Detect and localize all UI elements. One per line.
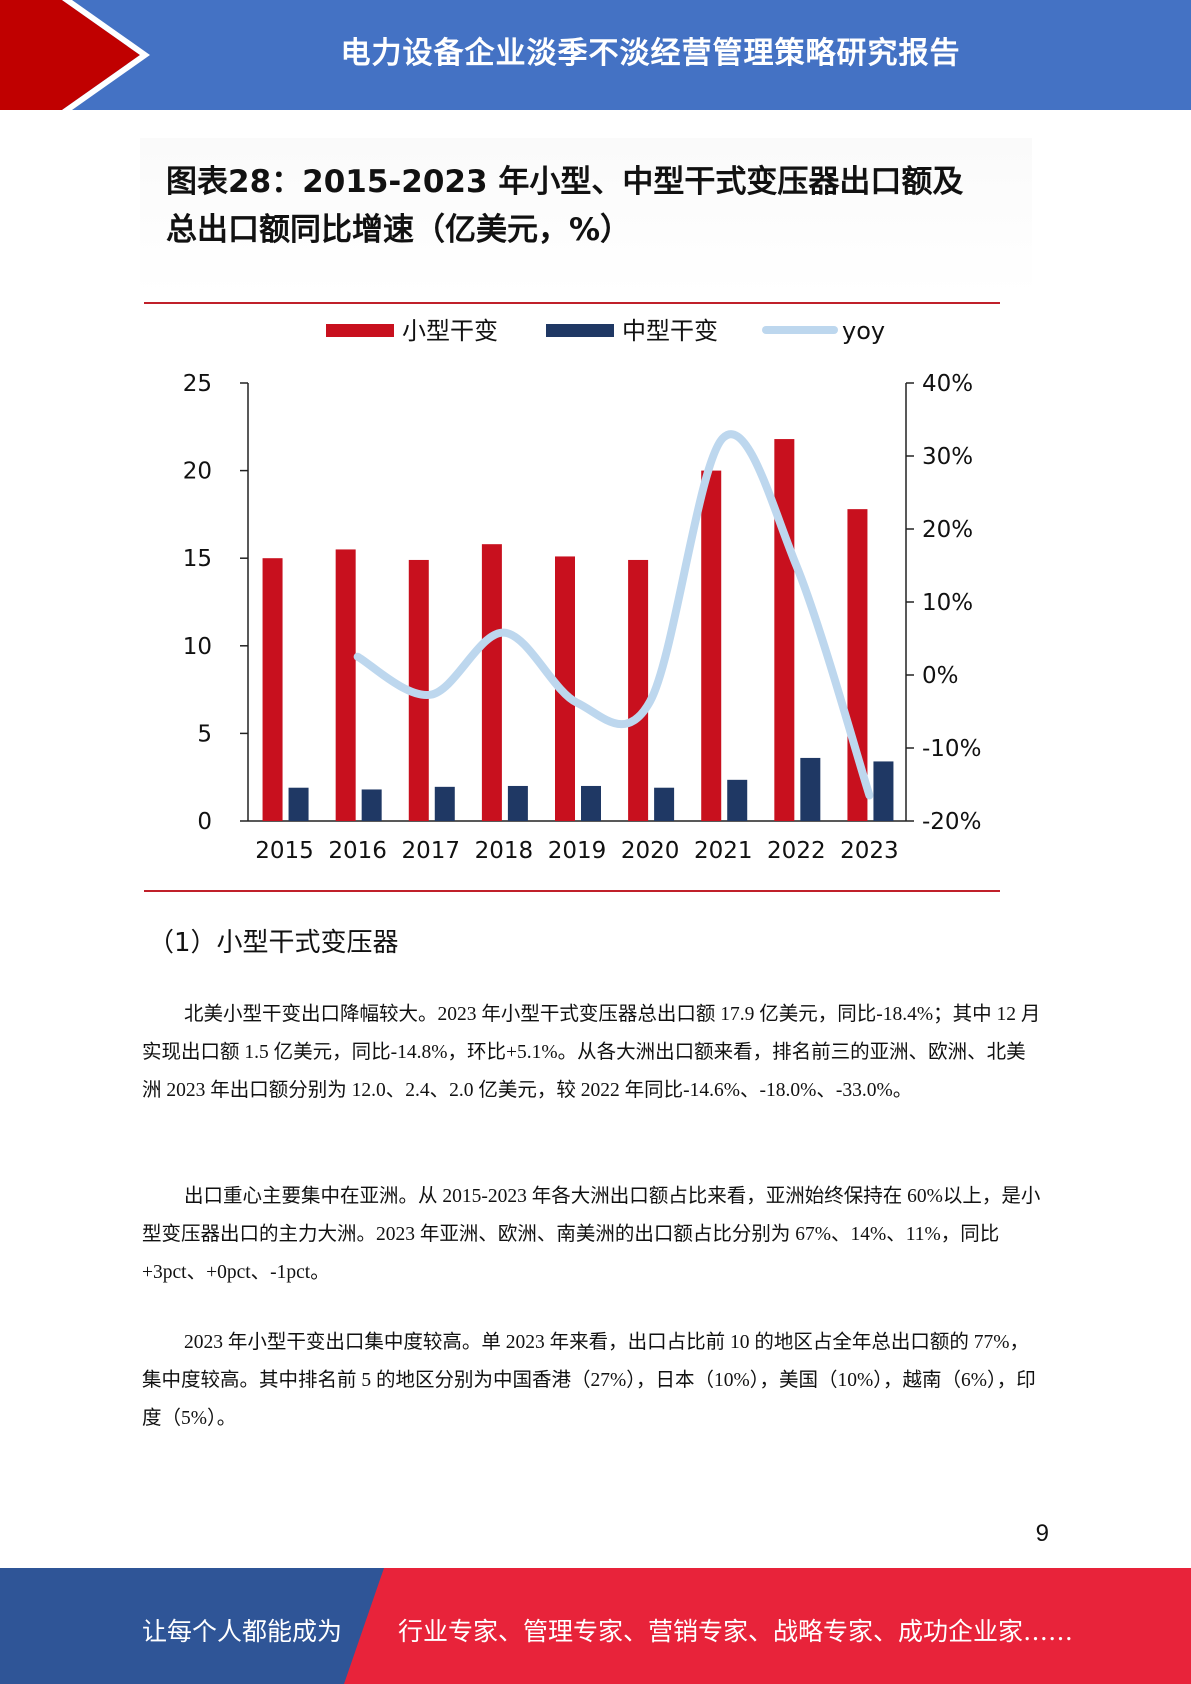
right-tick-label: 30%: [922, 444, 973, 470]
right-tick-label: 40%: [922, 371, 973, 397]
bar-small-dry-transformer: [481, 544, 502, 821]
bar-medium-dry-transformer: [800, 757, 821, 821]
yoy-line-series: [353, 430, 874, 800]
legend-swatch-1: [326, 324, 394, 337]
bar-medium-dry-transformer: [654, 787, 675, 821]
bar-small-dry-transformer: [628, 559, 649, 821]
legend-label-3: yoy: [842, 317, 885, 345]
x-tick-label: 2017: [402, 838, 461, 864]
x-tick-label: 2019: [548, 838, 607, 864]
left-tick-label: 5: [197, 721, 212, 747]
chart-legend: 小型干变 中型干变 yoy: [326, 317, 885, 345]
right-tick-label: -10%: [922, 736, 981, 762]
figure-top-rule: [144, 302, 1000, 304]
x-tick-label: 2023: [840, 838, 899, 864]
bar-small-dry-transformer: [335, 549, 356, 821]
x-tick-label: 2016: [328, 838, 387, 864]
footer-slogan-left: 让每个人都能成为: [142, 1617, 343, 1646]
x-tick-label: 2021: [694, 838, 753, 864]
chart-bars: [262, 439, 894, 821]
bar-medium-dry-transformer: [434, 786, 455, 821]
bar-small-dry-transformer: [262, 558, 283, 821]
bar-small-dry-transformer: [774, 439, 795, 821]
paragraph-2: 出口重心主要集中在亚洲。从 2015-2023 年各大洲出口额占比来看，亚洲始终…: [142, 1186, 1041, 1283]
legend-label-1: 小型干变: [402, 317, 498, 345]
figure-bottom-rule: [144, 890, 1000, 892]
left-tick-label: 25: [183, 371, 212, 397]
left-tick-label: 15: [183, 546, 212, 572]
legend-label-2: 中型干变: [622, 317, 718, 345]
page-footer: 让每个人都能成为 行业专家、管理专家、营销专家、战略专家、成功企业家……: [0, 1568, 1191, 1684]
figure-title: 图表28：2015-2023 年小型、中型干式变压器出口额及 总出口额同比增速（…: [166, 158, 1006, 254]
figure-title-line2: 总出口额同比增速（亿美元，%）: [166, 212, 632, 248]
paragraph-3: 2023 年小型干变出口集中度较高。单 2023 年来看，出口占比前 10 的地…: [142, 1332, 1036, 1429]
x-tick-label: 2020: [621, 838, 680, 864]
right-tick-label: 20%: [922, 517, 973, 543]
chart-yoy-line: [353, 430, 874, 800]
x-tick-label: 2022: [767, 838, 826, 864]
bar-medium-dry-transformer: [873, 761, 894, 821]
bar-small-dry-transformer: [701, 470, 722, 821]
bar-medium-dry-transformer: [727, 779, 748, 821]
left-tick-label: 20: [183, 459, 212, 485]
page-header: 电力设备企业淡季不淡经营管理策略研究报告: [0, 0, 1191, 110]
page-number: 9: [1035, 1520, 1049, 1547]
bar-medium-dry-transformer: [288, 787, 309, 821]
footer-slogan-right: 行业专家、管理专家、营销专家、战略专家、成功企业家……: [398, 1617, 1074, 1646]
chart-labels: 0 5 10 15 20 25 -20% -10% 0% 10% 20% 30% 40% 2015 2016…: [183, 371, 982, 864]
left-tick-label: 0: [197, 809, 212, 835]
header-arrow-shape: [0, 0, 150, 110]
x-tick-label: 2018: [475, 838, 534, 864]
figure-title-area: [140, 138, 1032, 296]
bar-medium-dry-transformer: [581, 785, 601, 821]
chart-axes: [240, 382, 914, 822]
chart-figure: 图表28：2015-2023 年小型、中型干式变压器出口额及 总出口额同比增速（…: [140, 138, 1032, 898]
x-tick-label: 2015: [255, 838, 314, 864]
figure-title-line1: 图表28：2015-2023 年小型、中型干式变压器出口额及: [166, 164, 964, 200]
legend-swatch-2: [546, 324, 614, 337]
header-title: 电力设备企业淡季不淡经营管理策略研究报告: [340, 36, 961, 71]
left-tick-label: 10: [183, 634, 212, 660]
right-tick-label: 10%: [922, 590, 973, 616]
right-tick-label: -20%: [922, 809, 981, 835]
section-heading: （1）小型干式变压器: [148, 928, 399, 958]
paragraph-1: 北美小型干变出口降幅较大。2023 年小型干式变压器总出口额 17.9 亿美元，…: [142, 1004, 1041, 1101]
combo-chart: 小型干变 中型干变 yoy 0 5 10 15 20 25 -20% -10% 0% 10% 20% 30…: [183, 317, 982, 864]
bar-medium-dry-transformer: [507, 785, 528, 821]
footer-left-shape: [0, 1568, 384, 1684]
right-tick-label: 0%: [922, 663, 959, 689]
bar-medium-dry-transformer: [361, 789, 382, 821]
